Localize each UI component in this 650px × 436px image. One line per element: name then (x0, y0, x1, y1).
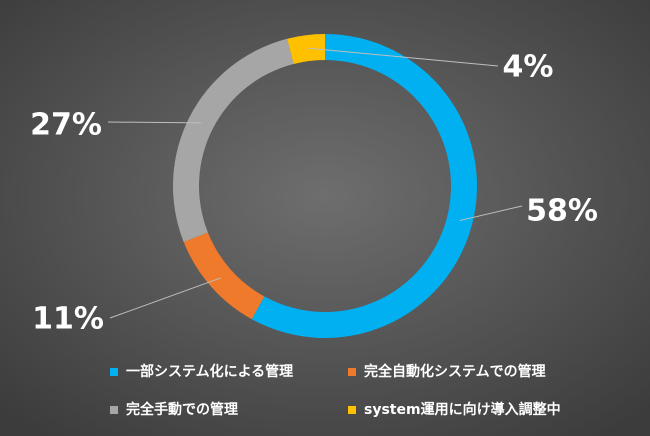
legend-marker (110, 368, 118, 376)
donut-slice (287, 34, 325, 64)
legend-label: 完全自動化システムでの管理 (364, 363, 546, 380)
legend-marker (348, 406, 356, 414)
legend-marker (348, 368, 356, 376)
donut-slice (183, 232, 265, 320)
data-label: 27% (30, 108, 102, 143)
leader-line (307, 47, 499, 67)
leader-line (459, 205, 523, 222)
legend-label: 一部システム化による管理 (126, 363, 293, 380)
legend-marker (110, 406, 118, 414)
donut-slice (251, 34, 478, 338)
leader-line (107, 121, 202, 124)
donut-slice (172, 38, 294, 242)
data-label: 4% (503, 50, 554, 85)
leader-line (109, 277, 221, 319)
legend-label: system運用に向け導入調整中 (364, 401, 561, 418)
data-label: 58% (526, 194, 598, 229)
data-label: 11% (32, 302, 104, 337)
legend-label: 完全手動での管理 (126, 401, 238, 418)
